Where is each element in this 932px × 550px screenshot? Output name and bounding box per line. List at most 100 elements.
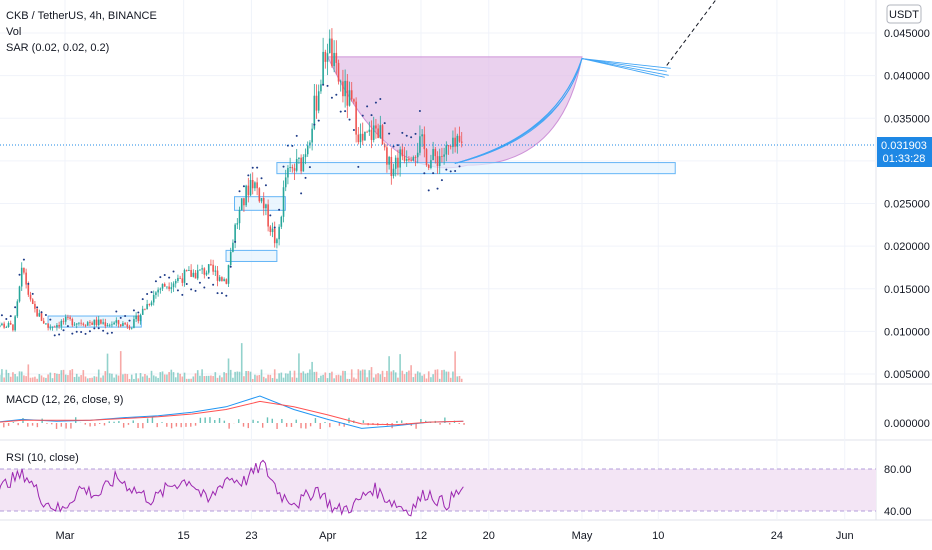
volume-bar: [328, 372, 331, 382]
sar-dot: [330, 96, 333, 99]
candle-body: [430, 160, 432, 169]
candle-body: [130, 327, 133, 329]
candle-body: [82, 323, 85, 325]
currency-button[interactable]: USDT: [886, 4, 922, 24]
candle-body: [328, 38, 331, 54]
candle-body: [234, 224, 236, 243]
macd-histogram-bar: [281, 418, 283, 423]
macd-histogram-bar: [46, 423, 48, 424]
macd-histogram-bar: [84, 423, 87, 425]
sar-dot: [58, 333, 61, 336]
sar-dot: [335, 93, 338, 96]
sar-dot: [225, 294, 228, 297]
sar-dot: [194, 289, 197, 292]
candle-body: [383, 144, 386, 148]
macd-line: [0, 395, 464, 429]
volume-bar: [47, 374, 49, 382]
volume-bar: [104, 371, 107, 382]
price-badge: 0.031903 01:33:28: [877, 137, 932, 167]
candle-body: [421, 134, 423, 137]
volume-bar: [75, 373, 78, 382]
sar-dot: [392, 145, 395, 148]
candle-body: [89, 322, 91, 324]
candle-body: [71, 318, 74, 326]
candle-body: [339, 81, 342, 83]
candle-body: [412, 157, 415, 161]
volume-bar: [14, 374, 16, 382]
sar-dot: [339, 110, 342, 113]
volume-bar: [141, 376, 144, 382]
volume-bar: [306, 372, 309, 382]
candle-body: [392, 168, 395, 176]
time-tick-label: 20: [483, 530, 495, 542]
macd-histogram-bar: [223, 420, 226, 423]
volume-bar: [42, 377, 45, 382]
candle-body: [141, 308, 144, 315]
volume-bar: [157, 377, 159, 382]
time-tick-label: Apr: [319, 530, 336, 542]
volume-bar: [210, 375, 212, 382]
time-tick-label: Jun: [836, 530, 854, 542]
macd-histogram-bar: [132, 420, 134, 423]
candle-body: [280, 216, 283, 227]
candle-body: [449, 146, 452, 148]
volume-bar: [335, 375, 338, 382]
symbol-title: CKB / TetherUS, 4h, BINANCE: [6, 10, 157, 22]
volume-bar: [185, 378, 188, 382]
price-tick-label: 0.020000: [884, 241, 930, 253]
volume-bar: [381, 370, 384, 382]
volume-bar: [84, 376, 87, 382]
volume-bar: [344, 370, 346, 382]
volume-bar: [452, 371, 454, 382]
candle-body: [388, 156, 390, 165]
volume-bar: [9, 376, 12, 382]
candle-body: [289, 167, 291, 168]
candle-body: [245, 185, 247, 206]
volume-bar: [309, 369, 311, 382]
sar-dot: [234, 240, 237, 243]
volume-bar: [152, 375, 155, 382]
macd-histogram-bar: [329, 423, 331, 428]
volume-bar: [412, 377, 415, 382]
macd-histogram-bar: [166, 423, 168, 427]
sar-dot: [300, 192, 303, 195]
volume-bar: [392, 370, 395, 382]
sar-dot: [146, 292, 149, 295]
candle-body: [368, 129, 371, 132]
sar-dot: [44, 314, 47, 317]
candle-body: [64, 316, 67, 322]
sar-dot: [361, 114, 364, 117]
macd-histogram-bar: [12, 422, 15, 423]
candle-body: [119, 324, 122, 327]
candle-body: [207, 264, 210, 273]
sar-dot: [322, 83, 325, 86]
volume-bar: [3, 377, 5, 382]
candle-body: [278, 226, 280, 240]
candle-body: [408, 158, 410, 161]
volume-bar: [20, 371, 23, 382]
volume-bar: [300, 372, 302, 382]
rsi-tick-label: 80.00: [884, 464, 912, 476]
volume-bar: [106, 353, 109, 382]
sar-dot: [159, 276, 162, 279]
volume-bar: [126, 374, 129, 382]
candle-body: [265, 204, 267, 209]
candle-body: [177, 277, 179, 282]
candle-body: [23, 267, 25, 273]
support-zone: [225, 249, 278, 262]
macd-axis: 0.000000: [884, 418, 930, 430]
sar-dot: [0, 314, 3, 317]
volume-bar: [58, 374, 60, 382]
macd-histogram-bar: [439, 423, 441, 425]
volume-bar: [320, 375, 322, 382]
macd-histogram-bar: [424, 420, 427, 423]
candle-body: [394, 157, 397, 169]
sar-dot: [383, 122, 386, 125]
candle-body: [174, 281, 177, 284]
candle-body: [126, 324, 129, 327]
macd-histogram-bar: [70, 423, 72, 429]
volume-bar: [331, 371, 333, 382]
sar-dot: [304, 176, 307, 179]
macd-histogram-bar: [137, 423, 139, 429]
